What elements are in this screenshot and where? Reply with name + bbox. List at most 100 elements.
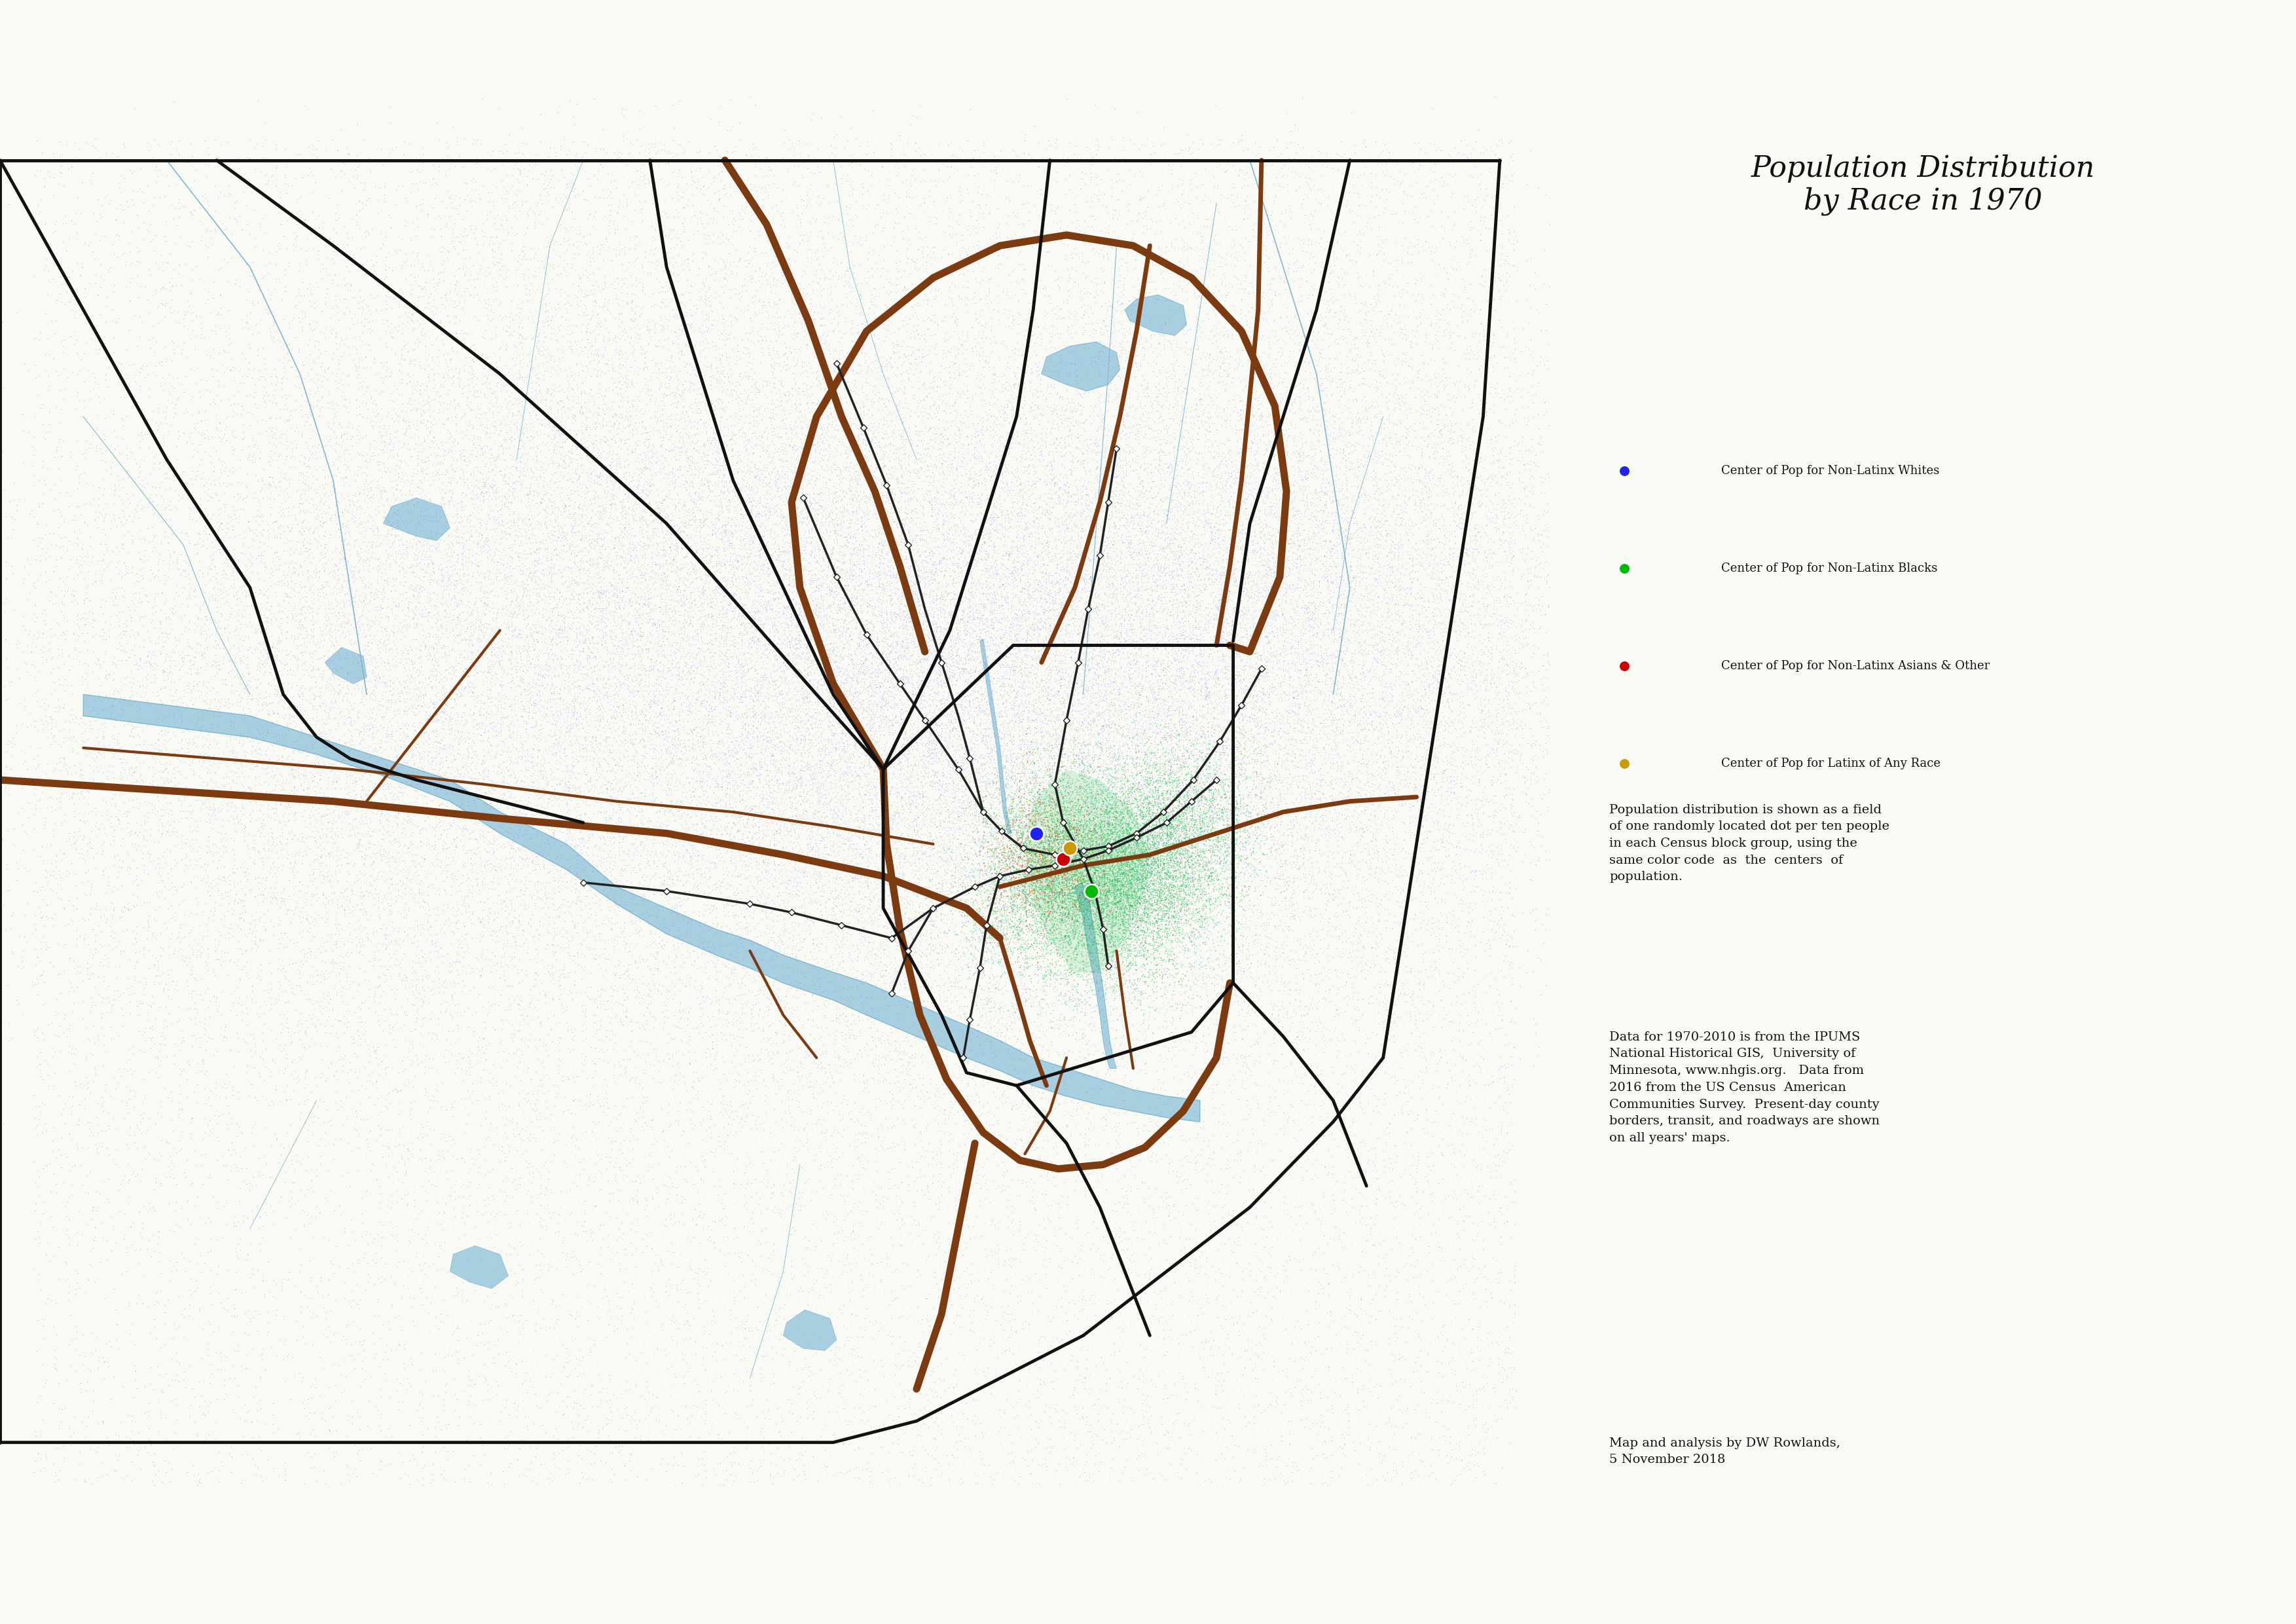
Point xyxy=(1097,297,1134,323)
Point xyxy=(643,651,680,677)
Point xyxy=(1111,823,1148,849)
Point xyxy=(900,1065,937,1091)
Point xyxy=(778,724,815,750)
Point xyxy=(390,1137,427,1163)
Point xyxy=(1205,654,1242,680)
Point xyxy=(1231,916,1267,942)
Point xyxy=(1029,731,1065,757)
Point xyxy=(726,453,762,479)
Point xyxy=(990,799,1026,825)
Point xyxy=(310,1004,347,1030)
Point xyxy=(1045,822,1081,848)
Point xyxy=(1394,240,1430,266)
Point xyxy=(719,1177,755,1203)
Point xyxy=(661,620,698,646)
Point xyxy=(866,765,902,791)
Point xyxy=(1350,1392,1387,1418)
Point xyxy=(1114,1026,1150,1052)
Point xyxy=(907,141,944,167)
Point xyxy=(372,1080,409,1106)
Point xyxy=(1474,544,1511,570)
Point xyxy=(1522,615,1559,641)
Point xyxy=(806,414,843,440)
Point xyxy=(592,630,629,656)
Point xyxy=(1095,922,1132,948)
Point xyxy=(1281,226,1318,252)
Point xyxy=(1309,356,1345,382)
Point xyxy=(1088,565,1125,591)
Point xyxy=(824,767,861,793)
Point xyxy=(1375,411,1412,437)
Point xyxy=(425,674,461,700)
Point xyxy=(1019,781,1056,807)
Point xyxy=(939,913,976,939)
Point xyxy=(1035,916,1072,942)
Point xyxy=(418,1057,455,1083)
Point xyxy=(778,208,815,234)
Point xyxy=(618,604,654,630)
Point xyxy=(1038,224,1075,250)
Point xyxy=(519,869,556,895)
Point xyxy=(1238,957,1274,983)
Point xyxy=(1084,880,1120,906)
Point xyxy=(1091,960,1127,986)
Point xyxy=(1293,1455,1329,1481)
Point xyxy=(1180,784,1217,810)
Point xyxy=(514,749,551,775)
Point xyxy=(501,463,537,489)
Point xyxy=(996,564,1033,590)
Point xyxy=(909,612,946,638)
Point xyxy=(363,481,400,507)
Point xyxy=(1472,1228,1508,1254)
Point xyxy=(1430,731,1467,757)
Point xyxy=(1047,755,1084,781)
Point xyxy=(1185,1155,1221,1181)
Point xyxy=(889,1062,925,1088)
Point xyxy=(1010,585,1047,611)
Point xyxy=(1414,994,1451,1020)
Point xyxy=(698,604,735,630)
Point xyxy=(879,883,916,909)
Point xyxy=(953,987,990,1013)
Point xyxy=(902,664,939,690)
Point xyxy=(1412,607,1449,633)
Point xyxy=(1040,828,1077,854)
Point xyxy=(397,1082,434,1108)
Point xyxy=(1164,208,1201,234)
Point xyxy=(664,820,700,846)
Point xyxy=(1311,666,1348,692)
Point xyxy=(1414,797,1451,823)
Point xyxy=(379,1078,416,1104)
Point xyxy=(735,528,771,554)
Point xyxy=(990,430,1026,456)
Point xyxy=(1125,840,1162,866)
Point xyxy=(1194,500,1231,526)
Point xyxy=(1362,775,1398,801)
Point xyxy=(799,645,836,671)
Point xyxy=(627,354,664,380)
Point xyxy=(613,1119,650,1145)
Point xyxy=(239,754,276,780)
Point xyxy=(1362,149,1398,175)
Point xyxy=(687,723,723,749)
Point xyxy=(1143,778,1180,804)
Point xyxy=(1024,534,1061,560)
Point xyxy=(946,843,983,869)
Point xyxy=(1228,719,1265,745)
Point xyxy=(478,343,514,369)
Point xyxy=(939,650,976,676)
Point xyxy=(1070,913,1107,939)
Point xyxy=(875,299,912,325)
Point xyxy=(255,464,292,490)
Point xyxy=(1026,601,1063,627)
Point xyxy=(383,253,420,279)
Point xyxy=(1258,757,1295,783)
Point xyxy=(843,495,879,521)
Point xyxy=(99,309,135,335)
Point xyxy=(891,741,928,767)
Point xyxy=(602,781,638,807)
Point xyxy=(310,755,347,781)
Point xyxy=(379,924,416,950)
Point xyxy=(905,801,941,827)
Point xyxy=(611,622,647,648)
